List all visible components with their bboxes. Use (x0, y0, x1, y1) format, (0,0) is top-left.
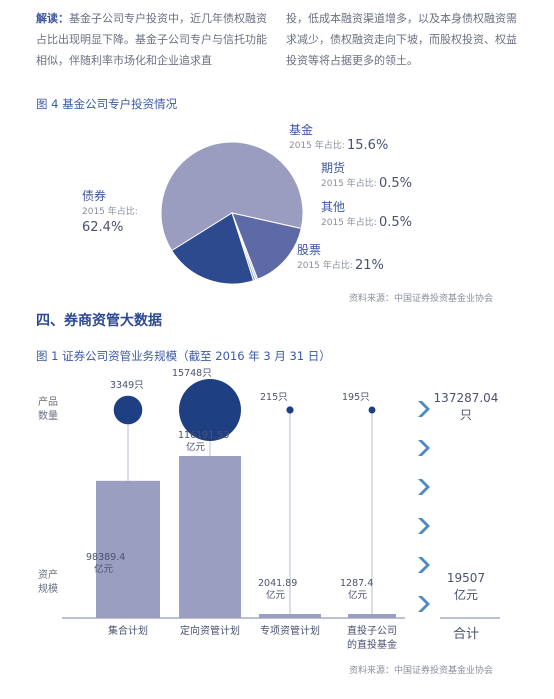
pie-label-value: 0.5% (379, 215, 412, 230)
fig4-source: 资料来源：中国证券投资基金业协会 (349, 294, 494, 304)
asset-label: 98389.4 (86, 552, 125, 563)
count-label: 3349只 (110, 380, 144, 391)
asset-label-unit: 亿元 (186, 441, 206, 453)
category-label: 专项资管计划 (260, 624, 320, 637)
axis-count-label: 产品 (38, 395, 58, 408)
asset-bar (179, 456, 241, 618)
asset-label-unit: 亿元 (348, 589, 368, 601)
intro-col1-text: 基金子公司专户投资中，近几年债权融资占比出现明显下降。基金子公司专户与信托功能相… (36, 12, 267, 67)
category-label: 集合计划 (108, 624, 148, 637)
pie-label-value: 15.6% (347, 138, 388, 153)
pie-label-value: 0.5% (379, 176, 412, 191)
count-bubble (113, 395, 143, 425)
pie-label-value: 62.4% (82, 220, 123, 235)
pie-slice (171, 212, 255, 285)
axis-assets-label: 规模 (38, 582, 58, 595)
chevron-right-icon (418, 401, 430, 417)
chevron-right-icon (418, 518, 430, 534)
count-bubble (179, 379, 241, 441)
count-label: 15748只 (172, 368, 212, 379)
intro-col2-text: 投，低成本融资渠道增多，以及本身债权融资需求减少，债权融资走向下坡，而股权投资、… (286, 12, 517, 67)
total-label: 合计 (453, 627, 479, 642)
asset-label: 2041.89 (258, 578, 297, 589)
count-bubble (368, 406, 376, 414)
asset-label-unit: 亿元 (266, 589, 286, 601)
pie-label-name: 债券 (82, 188, 106, 203)
total-count-value: 137287.04 (434, 391, 499, 405)
fig4-title: 图 4 基金公司专户投资情况 (36, 97, 178, 111)
intro-column-1: 解读：基金子公司专户投资中，近几年债权融资占比出现明显下降。基金子公司专户与信托… (36, 8, 268, 71)
pie-slice (231, 212, 302, 280)
category-label: 直投子公司 (347, 624, 397, 637)
asset-bar (259, 614, 321, 618)
chevron-right-icon (418, 557, 430, 573)
count-label: 195只 (342, 392, 370, 403)
chevron-right-icon (418, 596, 430, 612)
asset-label-unit: 亿元 (94, 563, 114, 575)
fig1-title: 图 1 证券公司资管业务规模（截至 2016 年 3 月 31 日） (36, 349, 331, 363)
asset-bar (96, 480, 160, 618)
category-label: 定向资管计划 (180, 624, 240, 637)
pie-slice (160, 141, 304, 252)
total-assets-unit: 亿元 (454, 587, 478, 602)
pie-label-name: 其他 (321, 200, 345, 214)
axis-count-label: 数量 (38, 409, 58, 422)
pie-label-share-prefix: 2015 年占比: (321, 177, 377, 189)
axis-assets-label: 资产 (38, 568, 58, 581)
pie-label-share-prefix: 2015 年占比: (297, 259, 353, 271)
pie-label-share-prefix: 2015 年占比: (289, 139, 345, 151)
category-label: 的直投基金 (347, 638, 397, 651)
total-assets-value: 19507 (447, 571, 485, 585)
pie-label-name: 期货 (321, 160, 345, 175)
asset-label: 116191.53 (178, 430, 229, 441)
section-title: 四、券商资管大数据 (36, 313, 162, 329)
pie-label-share-prefix: 2015 年占比: (82, 205, 138, 217)
asset-bar (348, 614, 396, 618)
asset-label: 1287.4 (340, 578, 373, 589)
pie-label-name: 股票 (297, 243, 321, 257)
total-count-unit: 只 (460, 408, 472, 422)
pie-label-share-prefix: 2015 年占比: (321, 216, 377, 228)
fig1-source: 资料来源：中国证券投资基金业协会 (349, 666, 494, 676)
intro-lead: 解读： (36, 12, 69, 25)
pie-label-value: 21% (355, 258, 384, 273)
intro-column-2: 投，低成本融资渠道增多，以及本身债权融资需求减少，债权融资走向下坡，而股权投资、… (286, 8, 518, 71)
count-label: 215只 (260, 392, 288, 403)
chevron-right-icon (418, 479, 430, 495)
count-bubble (286, 406, 294, 414)
pie-label-name: 基金 (289, 122, 313, 137)
chevron-right-icon (418, 440, 430, 456)
